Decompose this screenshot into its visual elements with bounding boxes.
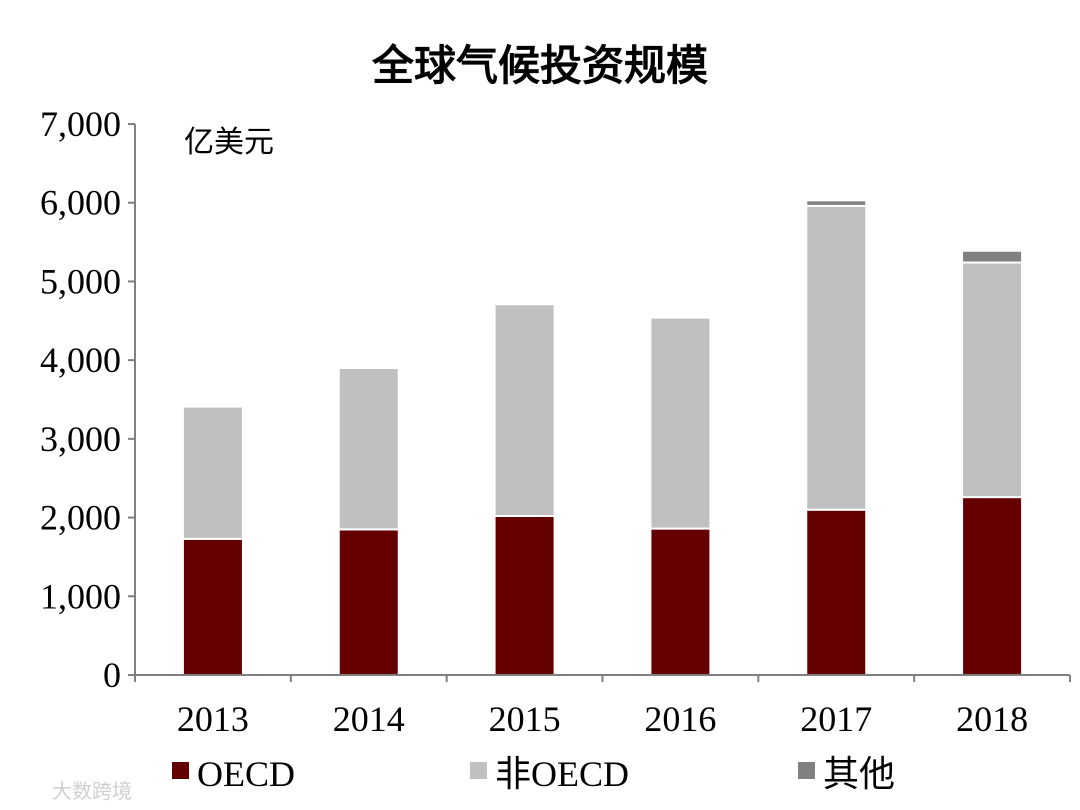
bar-segment-non-oecd	[649, 316, 712, 530]
legend-swatch	[470, 762, 487, 779]
chart-title: 全球气候投资规模	[371, 41, 708, 90]
x-tick-label: 2013	[177, 699, 249, 739]
legend-label: OECD	[197, 754, 295, 794]
bar-group	[181, 199, 1024, 677]
legend-label: 非OECD	[495, 754, 629, 794]
x-axis-ticks: 2013 2014 2015 2016 2017 2018	[134, 675, 1071, 739]
bar-segment-oecd	[337, 528, 400, 677]
y-tick-label: 1,000	[40, 576, 121, 616]
x-tick-label: 2015	[489, 699, 561, 739]
bar-segment-other	[961, 249, 1024, 264]
legend: OECD 非OECD 其他	[172, 754, 895, 794]
axes	[134, 124, 1070, 676]
x-tick-label: 2018	[956, 699, 1028, 739]
bar-segment-oecd	[805, 508, 868, 677]
legend-swatch	[798, 762, 815, 779]
y-tick-label: 0	[103, 655, 121, 695]
bar-segment-non-oecd	[337, 367, 400, 531]
y-tick-label: 6,000	[40, 183, 121, 223]
bar-segment-non-oecd	[181, 405, 244, 540]
legend-label: 其他	[823, 754, 895, 794]
bar-segment-non-oecd	[961, 261, 1024, 499]
unit-label: 亿美元	[184, 125, 274, 160]
watermark: 大数跨境	[52, 779, 132, 803]
x-tick-label: 2017	[800, 699, 872, 739]
x-tick-label: 2016	[644, 699, 716, 739]
x-tick-label: 2014	[333, 699, 405, 739]
y-tick-label: 2,000	[40, 498, 121, 538]
bar-segment-non-oecd	[805, 204, 868, 511]
watermark-text: 大数跨境	[52, 779, 132, 803]
y-tick-label: 3,000	[40, 419, 121, 459]
bar-segment-oecd	[649, 527, 712, 676]
y-tick-label: 4,000	[40, 340, 121, 380]
y-tick-label: 5,000	[40, 261, 121, 301]
y-tick-label: 7,000	[40, 104, 121, 144]
bar-segment-oecd	[493, 514, 556, 676]
legend-swatch	[172, 762, 189, 779]
bar-segment-non-oecd	[493, 303, 556, 517]
bar-segment-oecd	[961, 496, 1024, 676]
bar-segment-oecd	[181, 537, 244, 676]
y-axis-ticks: 0 1,000 2,000 3,000 4,000 5,000 6,000 7,000	[40, 104, 135, 695]
bar-segment-other	[805, 199, 868, 207]
